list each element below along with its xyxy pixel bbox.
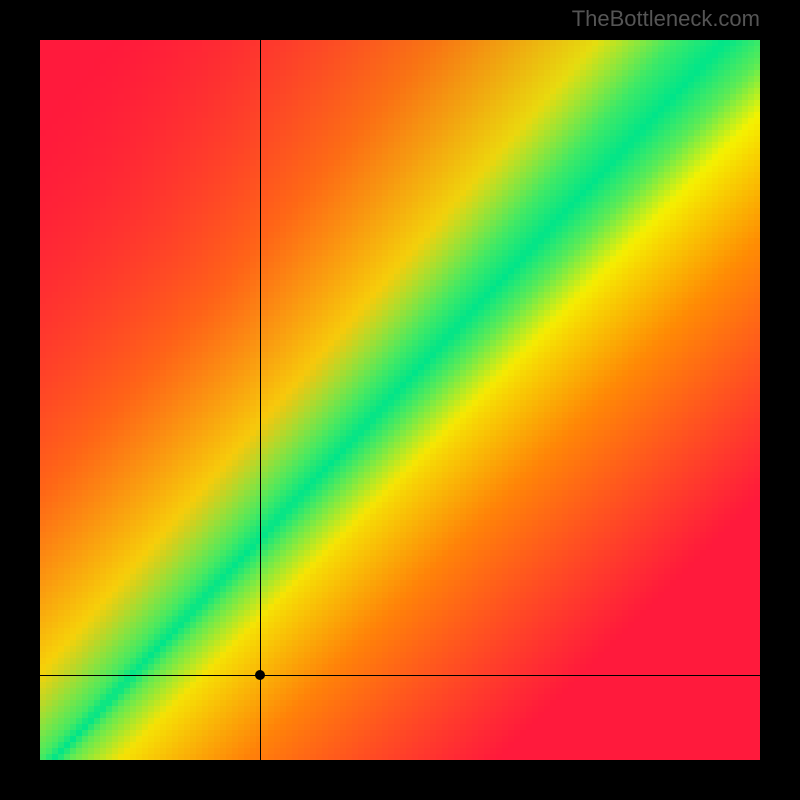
data-point-marker <box>255 670 265 680</box>
crosshair-horizontal <box>40 675 760 676</box>
crosshair-vertical <box>260 40 261 760</box>
heatmap-canvas <box>40 40 760 760</box>
heatmap-plot <box>40 40 760 760</box>
attribution-text: TheBottleneck.com <box>572 6 760 32</box>
